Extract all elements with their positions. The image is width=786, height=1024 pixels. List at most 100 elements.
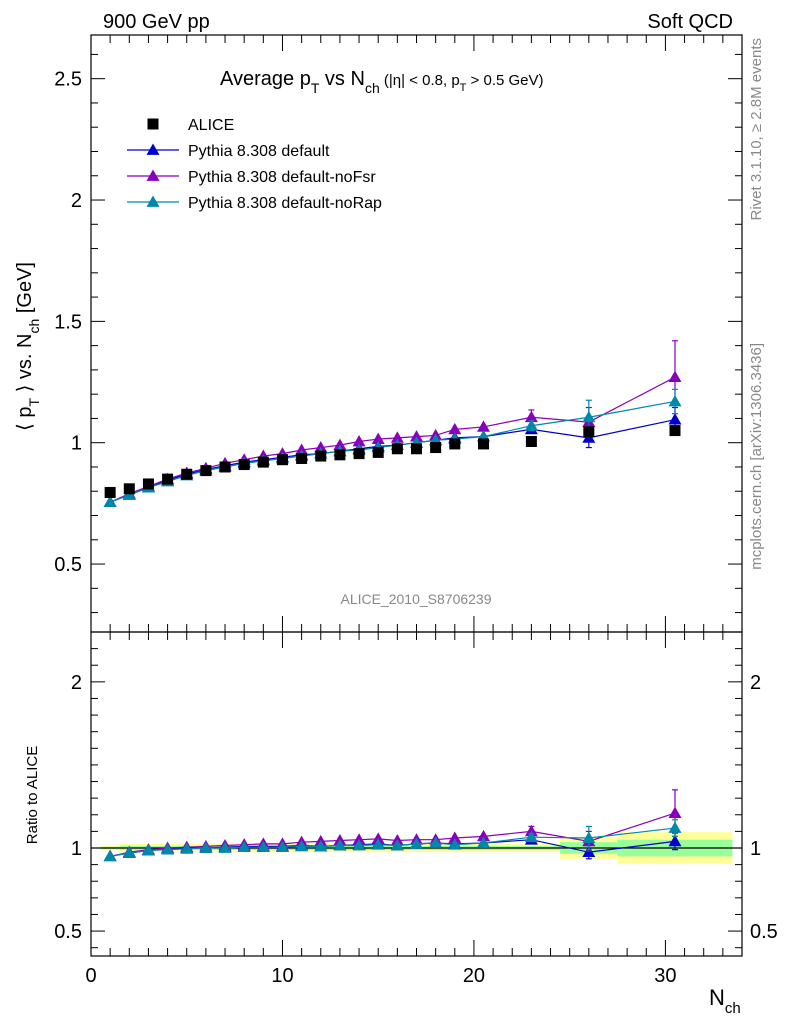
main-series-pythia-8-308-default-norap-point (668, 394, 682, 407)
main-series-alice-point (181, 468, 193, 480)
ratio-series-pythia-8-308-default-norap-point (218, 841, 232, 853)
main-series-pythia-8-308-default-nofsr-point (477, 420, 491, 432)
legend-entry-pythia-8-308-default-label: Pythia 8.308 default (188, 143, 330, 160)
ratio-series-pythia-8-308-default-norap-point (524, 830, 538, 843)
analysis-watermark: ALICE_2010_S8706239 (340, 591, 491, 607)
ratio-ytick-label: 2 (71, 672, 82, 694)
ratio-series-pythia-8-308-default-norap-point (582, 831, 596, 843)
rivet-label: Rivet 3.1.10, ≥ 2.8M events (748, 38, 765, 221)
ratio-ytick-label-right: 2 (750, 672, 761, 694)
legend-entry-alice: ALICE (147, 117, 234, 134)
main-series-pythia-8-308-default-nofsr-point (410, 430, 423, 442)
main-ytick-label: 2 (71, 190, 82, 212)
ratio-xtick-label: 0 (85, 965, 96, 987)
main-plot-title: Average pT vs Nch (|η| < 0.8, pT > 0.5 G… (220, 68, 544, 96)
ratio-series-pythia-8-308-default-norap-point (429, 836, 443, 848)
ratio-ytick-label-right: 0.5 (750, 921, 778, 943)
main-plot-series (103, 340, 682, 508)
mcplots-label: mcplots.cern.ch [arXiv:1306.3436] (748, 343, 765, 570)
ratio-ytick-label: 1 (71, 838, 82, 860)
ratio-series-pythia-8-308-default-norap-point (275, 840, 289, 853)
ratio-series-pythia-8-308-default-norap-point (237, 840, 251, 853)
legend-entry-pythia-8-308-default-norap-label: Pythia 8.308 default-noRap (188, 195, 382, 212)
main-series-alice-point (669, 425, 681, 437)
main-series-pythia-8-308-default-nofsr (103, 340, 682, 508)
ratio-series-pythia-8-308-default-norap-point (352, 839, 366, 851)
ratio-series-pythia-8-308-default-norap-point (390, 839, 404, 851)
ratio-series-pythia-8-308-default-norap-point (314, 839, 328, 852)
main-series-alice-point (372, 446, 384, 458)
ratio-series-pythia-8-308-default-norap-point (256, 840, 270, 853)
main-series-alice-point (142, 478, 154, 490)
ratio-series-pythia-8-308-default-nofsr-point (524, 824, 538, 837)
ratio-series-pythia-8-308-default-nofsr-point (448, 831, 462, 843)
main-series-alice-point (583, 426, 595, 438)
ratio-xtick-label: 10 (271, 965, 293, 987)
ratio-series-pythia-8-308-default-nofsr-point (352, 833, 366, 845)
main-series-pythia-8-308-default-nofsr-point (390, 431, 404, 443)
main-series-alice-point (449, 438, 461, 450)
ratio-series-pythia-8-308-default-nofsr-point (477, 829, 491, 842)
main-series-alice (104, 425, 681, 498)
main-series-pythia-8-308-default-nofsr-point (314, 441, 328, 453)
ratio-y-axis-label: Ratio to ALICE (24, 746, 41, 844)
main-ytick-label: 2.5 (54, 69, 82, 91)
main-series-pythia-8-308-default-nofsr-point (333, 438, 347, 451)
main-ytick-label: 1.5 (54, 311, 82, 333)
main-series-pythia-8-308-default (103, 406, 682, 508)
ratio-series-pythia-8-308-default-norap-point (448, 838, 462, 850)
main-series-pythia-8-308-default-nofsr-point (371, 432, 385, 444)
main-series-alice-point (315, 450, 327, 462)
main-series-alice-point (430, 442, 442, 454)
main-series-alice-point (353, 448, 365, 460)
main-series-pythia-8-308-default-nofsr-point (295, 443, 309, 455)
main-series-pythia-8-308-default-nofsr-point (524, 410, 538, 423)
ratio-series-pythia-8-308-default-norap (103, 819, 682, 862)
ratio-series-pythia-8-308-default-norap-point (122, 846, 136, 858)
main-ytick-label: 1 (71, 433, 82, 455)
legend-entry-pythia-8-308-default-marker (146, 143, 160, 155)
ratio-series-pythia-8-308-default-norap-point (410, 837, 423, 849)
ratio-ytick-label: 0.5 (54, 921, 82, 943)
main-axis-ticks: 0.5 1 1.5 2 2.5 (54, 35, 743, 632)
main-series-alice-point (391, 443, 403, 455)
ratio-xtick-label: 30 (654, 965, 676, 987)
ratio-series-pythia-8-308-default-norap-point (371, 838, 385, 850)
header-left: 900 GeV pp (103, 11, 210, 33)
legend-entry-pythia-8-308-default: Pythia 8.308 default (127, 143, 330, 160)
main-series-alice-point (411, 443, 422, 455)
main-series-alice-point (257, 456, 269, 468)
ratio-series-pythia-8-308-default-norap-point (333, 839, 347, 851)
main-series-alice-point (200, 465, 212, 477)
legend-entry-alice-label: ALICE (188, 117, 234, 134)
legend: ALICE Pythia 8.308 default Pythia 8.308 de… (127, 117, 382, 212)
ratio-series-pythia-8-308-default-nofsr-point (668, 806, 682, 818)
ratio-ytick-label-right: 1 (750, 838, 761, 860)
ratio-series-pythia-8-308-default-norap-point (103, 849, 117, 862)
main-series-alice-point (238, 459, 250, 471)
ratio-series-pythia-8-308-default-norap-point (141, 843, 155, 856)
ratio-series-pythia-8-308-default-norap-point (295, 839, 309, 852)
main-series-alice-point (162, 473, 174, 485)
main-series-pythia-8-308-default-norap-point (103, 495, 117, 508)
legend-entry-pythia-8-308-default-norap: Pythia 8.308 default-noRap (127, 195, 382, 212)
ratio-series-pythia-8-308-default-nofsr-point (371, 832, 385, 844)
ratio-plot-frame (90, 631, 743, 957)
ratio-xtick-label: 20 (463, 965, 485, 987)
ratio-series-pythia-8-308-default-norap-point (477, 836, 491, 848)
legend-entry-pythia-8-308-default-nofsr-marker (146, 169, 160, 181)
ratio-series-pythia-8-308-default-point (668, 834, 682, 847)
main-series-alice-point (276, 454, 288, 466)
ratio-series-pythia-8-308-default-norap-point (180, 842, 194, 854)
main-series-pythia-8-308-default-norap-point (582, 410, 596, 423)
legend-entry-pythia-8-308-default-nofsr: Pythia 8.308 default-noFsr (127, 169, 376, 186)
main-series-pythia-8-308-default-point (668, 413, 682, 425)
ratio-series-pythia-8-308-default-norap-point (668, 821, 682, 833)
ratio-series-pythia-8-308-default-norap-point (199, 841, 213, 853)
main-series-pythia-8-308-default-nofsr-point (448, 422, 462, 435)
main-series-alice-point (478, 438, 490, 450)
main-series-alice-point (123, 483, 135, 495)
main-series-alice-point (296, 452, 308, 464)
